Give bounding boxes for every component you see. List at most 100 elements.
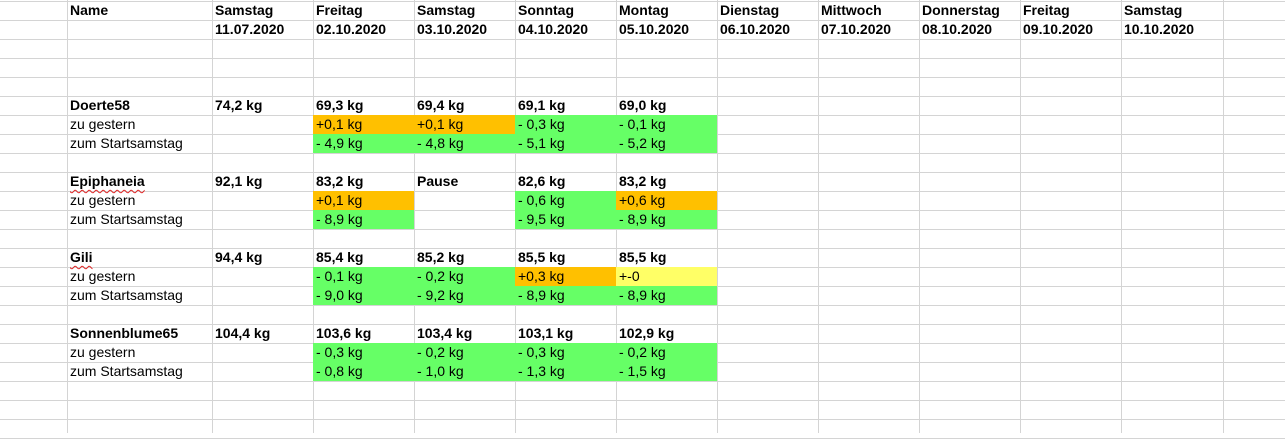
diff-cell[interactable]: - 4,8 kg xyxy=(414,134,516,154)
weight-cell[interactable]: 83,2 kg xyxy=(616,172,718,192)
diff-cell[interactable]: - 0,3 kg xyxy=(515,115,617,135)
weight-cell[interactable]: 103,4 kg xyxy=(414,324,516,344)
diff-cell[interactable] xyxy=(212,191,314,211)
row-label[interactable]: zum Startsamstag xyxy=(67,362,213,382)
row-gridline xyxy=(0,419,1285,420)
diff-cell[interactable]: - 9,2 kg xyxy=(414,286,516,306)
diff-cell[interactable] xyxy=(414,191,516,211)
header-weekday[interactable]: Samstag xyxy=(414,1,516,21)
weight-cell[interactable]: 102,9 kg xyxy=(616,324,718,344)
column-gridline xyxy=(1020,0,1021,433)
diff-cell[interactable] xyxy=(212,134,314,154)
diff-cell[interactable]: - 1,5 kg xyxy=(616,362,718,382)
diff-cell[interactable] xyxy=(212,210,314,230)
row-label[interactable]: zu gestern xyxy=(67,191,213,211)
row-label[interactable]: zum Startsamstag xyxy=(67,210,213,230)
diff-cell[interactable]: - 9,0 kg xyxy=(313,286,415,306)
diff-cell[interactable]: +0,1 kg xyxy=(313,115,415,135)
diff-cell[interactable]: - 0,2 kg xyxy=(616,343,718,363)
weight-cell[interactable]: 69,1 kg xyxy=(515,96,617,116)
row-label[interactable]: zu gestern xyxy=(67,115,213,135)
diff-cell-text: - 0,1 kg xyxy=(316,268,363,284)
participant-name[interactable]: Gili xyxy=(67,248,213,268)
diff-cell[interactable]: +0,1 kg xyxy=(313,191,415,211)
header-weekday[interactable]: Samstag xyxy=(212,1,314,21)
diff-cell[interactable]: - 9,5 kg xyxy=(515,210,617,230)
header-weekday[interactable]: Mittwoch xyxy=(818,1,920,21)
row-label[interactable]: zu gestern xyxy=(67,267,213,287)
header-date[interactable]: 06.10.2020 xyxy=(717,20,819,40)
header-date[interactable]: 07.10.2020 xyxy=(818,20,920,40)
participant-name[interactable]: Epiphaneia xyxy=(67,172,213,192)
weight-cell[interactable]: 74,2 kg xyxy=(212,96,314,116)
weight-cell[interactable]: Pause xyxy=(414,172,516,192)
weight-cell[interactable]: 85,2 kg xyxy=(414,248,516,268)
weight-cell[interactable]: 82,6 kg xyxy=(515,172,617,192)
diff-cell[interactable]: - 0,2 kg xyxy=(414,267,516,287)
diff-cell[interactable]: - 0,3 kg xyxy=(515,343,617,363)
header-date[interactable]: 09.10.2020 xyxy=(1020,20,1122,40)
weight-cell[interactable]: 94,4 kg xyxy=(212,248,314,268)
header-weekday-text: Dienstag xyxy=(720,2,780,18)
diff-cell[interactable] xyxy=(212,343,314,363)
diff-cell[interactable] xyxy=(212,115,314,135)
diff-cell[interactable]: - 5,1 kg xyxy=(515,134,617,154)
diff-cell[interactable]: - 0,8 kg xyxy=(313,362,415,382)
weight-cell[interactable]: 103,6 kg xyxy=(313,324,415,344)
header-date[interactable]: 05.10.2020 xyxy=(616,20,718,40)
header-weekday[interactable]: Samstag xyxy=(1121,1,1224,21)
header-date[interactable]: 11.07.2020 xyxy=(212,20,314,40)
diff-cell[interactable] xyxy=(212,362,314,382)
header-date[interactable]: 08.10.2020 xyxy=(919,20,1021,40)
header-date[interactable]: 04.10.2020 xyxy=(515,20,617,40)
row-label[interactable]: zum Startsamstag xyxy=(67,134,213,154)
weight-cell[interactable]: 85,4 kg xyxy=(313,248,415,268)
diff-cell[interactable]: - 0,3 kg xyxy=(313,343,415,363)
weight-cell[interactable]: 104,4 kg xyxy=(212,324,314,344)
header-date[interactable]: 02.10.2020 xyxy=(313,20,415,40)
row-label-text: zu gestern xyxy=(70,268,136,284)
diff-cell[interactable]: - 8,9 kg xyxy=(616,210,718,230)
weight-cell[interactable]: 103,1 kg xyxy=(515,324,617,344)
participant-name[interactable]: Sonnenblume65 xyxy=(67,324,213,344)
participant-name[interactable]: Doerte58 xyxy=(67,96,213,116)
weight-cell[interactable]: 69,4 kg xyxy=(414,96,516,116)
diff-cell[interactable] xyxy=(212,267,314,287)
diff-cell[interactable]: +-0 xyxy=(616,267,718,287)
header-date[interactable]: 10.10.2020 xyxy=(1121,20,1224,40)
diff-cell[interactable]: +0,1 kg xyxy=(414,115,516,135)
diff-cell[interactable]: +0,6 kg xyxy=(616,191,718,211)
header-weekday-text: Donnerstag xyxy=(922,2,1000,18)
diff-cell[interactable]: +0,3 kg xyxy=(515,267,617,287)
header-name[interactable]: Name xyxy=(67,1,213,21)
weight-cell[interactable]: 69,0 kg xyxy=(616,96,718,116)
header-weekday[interactable]: Freitag xyxy=(313,1,415,21)
diff-cell[interactable]: - 5,2 kg xyxy=(616,134,718,154)
header-weekday[interactable]: Donnerstag xyxy=(919,1,1021,21)
row-label[interactable]: zu gestern xyxy=(67,343,213,363)
diff-cell[interactable]: - 0,1 kg xyxy=(616,115,718,135)
header-weekday[interactable]: Dienstag xyxy=(717,1,819,21)
weight-cell[interactable]: 85,5 kg xyxy=(616,248,718,268)
header-date[interactable]: 03.10.2020 xyxy=(414,20,516,40)
diff-cell[interactable]: - 8,9 kg xyxy=(616,286,718,306)
diff-cell[interactable]: - 8,9 kg xyxy=(515,286,617,306)
weight-cell[interactable]: 85,5 kg xyxy=(515,248,617,268)
diff-cell[interactable]: - 0,1 kg xyxy=(313,267,415,287)
diff-cell[interactable] xyxy=(212,286,314,306)
diff-cell[interactable]: - 1,0 kg xyxy=(414,362,516,382)
weight-cell[interactable]: 69,3 kg xyxy=(313,96,415,116)
diff-cell[interactable]: - 4,9 kg xyxy=(313,134,415,154)
header-weekday[interactable]: Montag xyxy=(616,1,718,21)
diff-cell[interactable] xyxy=(414,210,516,230)
header-weekday[interactable]: Freitag xyxy=(1020,1,1122,21)
header-weekday[interactable]: Sonntag xyxy=(515,1,617,21)
diff-cell[interactable]: - 0,6 kg xyxy=(515,191,617,211)
diff-cell[interactable]: - 0,2 kg xyxy=(414,343,516,363)
weight-cell[interactable]: 92,1 kg xyxy=(212,172,314,192)
diff-cell[interactable]: - 8,9 kg xyxy=(313,210,415,230)
weight-cell[interactable]: 83,2 kg xyxy=(313,172,415,192)
row-label[interactable]: zum Startsamstag xyxy=(67,286,213,306)
diff-cell[interactable]: - 1,3 kg xyxy=(515,362,617,382)
